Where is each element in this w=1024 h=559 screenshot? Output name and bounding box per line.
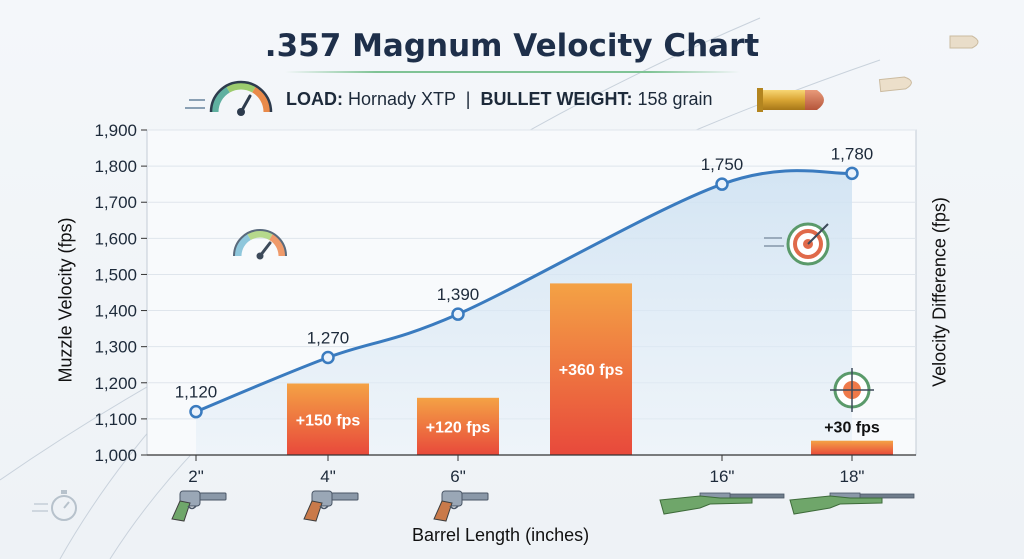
y-tick-label: 1,100 <box>94 410 137 429</box>
load-label: LOAD: <box>286 89 343 109</box>
velocity-point <box>189 404 203 419</box>
y-tick-label: 1,300 <box>94 338 137 357</box>
velocity-label: 1,780 <box>831 144 874 163</box>
x-tick-label: 4" <box>320 467 336 486</box>
velocity-label: 1,120 <box>175 383 218 402</box>
difference-label: +120 fps <box>426 419 491 436</box>
revolver-icon <box>171 490 227 522</box>
load-value: Hornady XTP <box>348 89 456 109</box>
crosshair-icon <box>830 368 874 412</box>
revolver-icon <box>303 490 359 522</box>
difference-bar <box>417 397 499 455</box>
y-tick-label: 1,000 <box>94 446 137 465</box>
y-tick-label: 1,200 <box>94 374 137 393</box>
gauge-icon <box>233 229 287 260</box>
x-tick-label: 16" <box>710 467 735 486</box>
bullet-weight-label: BULLET WEIGHT: <box>480 89 633 109</box>
x-tick-label: 2" <box>188 467 204 486</box>
difference-bar <box>287 383 369 455</box>
velocity-point <box>321 350 335 365</box>
title-underline <box>285 71 740 73</box>
rifle-icon <box>659 492 785 515</box>
rifle-icon <box>789 492 915 515</box>
speedometer-icon <box>185 80 273 116</box>
chart-subtitle: LOAD: Hornady XTP | BULLET WEIGHT: 158 g… <box>286 89 713 110</box>
velocity-label: 1,390 <box>437 285 480 304</box>
chart-title: .357 Magnum Velocity Chart <box>264 28 760 64</box>
y-tick-label: 1,500 <box>94 265 137 284</box>
velocity-label: 1,750 <box>701 155 744 174</box>
bullet-weight-value: 158 grain <box>637 89 713 109</box>
y-tick-label: 1,800 <box>94 157 137 176</box>
flying-bullet-icon <box>878 35 979 93</box>
difference-bar <box>550 283 632 455</box>
target-icon <box>764 222 830 266</box>
difference-label: +360 fps <box>559 362 624 379</box>
y-axis-title: Muzzle Velocity (fps) <box>55 217 76 383</box>
plot-area: 1,000 1,100 1,200 1,300 1,400 1,500 1,600 1,700… <box>32 121 917 522</box>
subtitle-separator: | <box>465 89 471 109</box>
velocity-point <box>845 166 859 181</box>
difference-label: +30 fps <box>824 420 880 437</box>
velocity-point <box>451 307 465 321</box>
y-tick-label: 1,900 <box>94 121 137 140</box>
revolver-icon <box>433 490 489 522</box>
velocity-line <box>195 169 853 414</box>
secondary-y-axis-title: Velocity Difference (fps) <box>929 197 950 387</box>
difference-bar <box>811 440 893 455</box>
stopwatch-icon <box>32 490 77 521</box>
cartridge-icon <box>757 88 824 112</box>
x-tick-label: 6" <box>450 467 466 486</box>
y-tick-label: 1,600 <box>94 229 137 248</box>
velocity-point <box>715 177 729 191</box>
y-tick-label: 1,400 <box>94 302 137 321</box>
velocity-label: 1,270 <box>307 329 350 348</box>
x-tick-label: 18" <box>840 467 865 486</box>
y-tick-label: 1,700 <box>94 193 137 212</box>
x-axis-title: Barrel Length (inches) <box>412 525 590 545</box>
difference-label: +150 fps <box>296 412 361 429</box>
